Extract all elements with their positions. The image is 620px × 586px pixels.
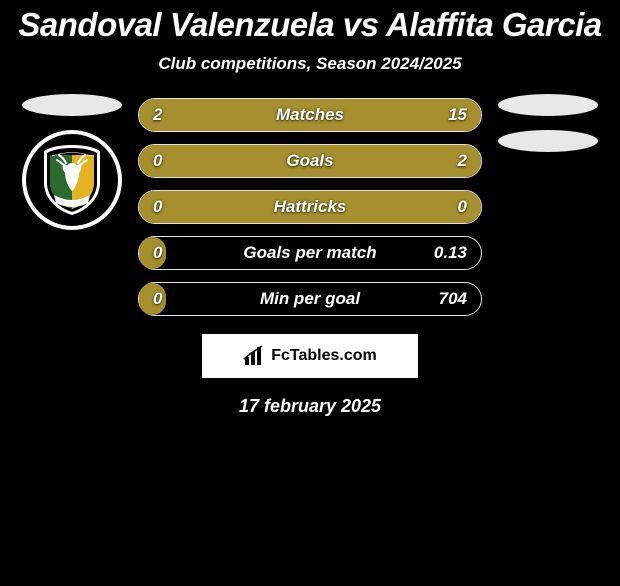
shield-icon [40,143,104,217]
stat-left-value: 0 [153,151,162,171]
stat-min-per-goal: 0 Min per goal 704 [138,282,482,316]
stat-label: Goals [286,151,333,171]
stat-left-value: 0 [153,197,162,217]
stat-right-value: 704 [439,289,467,309]
stat-label: Min per goal [260,289,360,309]
stat-left-value: 0 [153,289,162,309]
right-club-badge-placeholder [498,130,598,152]
stat-label: Matches [276,105,344,125]
stat-right-value: 0.13 [434,243,467,263]
comparison-card: Sandoval Valenzuela vs Alaffita Garcia C… [0,6,620,417]
stat-right-value: 2 [458,151,467,171]
right-player-avatar-placeholder [498,94,598,116]
date-label: 17 february 2025 [10,396,610,417]
right-player-col [494,94,602,152]
stat-right-value: 15 [448,105,467,125]
left-club-badge [22,130,122,230]
stat-left-value: 2 [153,105,162,125]
stat-right-value: 0 [458,197,467,217]
bar-chart-icon [243,345,265,367]
brand-box[interactable]: FcTables.com [202,334,418,378]
subtitle: Club competitions, Season 2024/2025 [10,54,610,74]
stat-label: Hattricks [274,197,347,217]
stat-goals: 0 Goals 2 [138,144,482,178]
left-player-avatar-placeholder [22,94,122,116]
stat-left-value: 0 [153,243,162,263]
stats-list: 2 Matches 15 0 Goals 2 0 Hattricks 0 0 Goals per m… [138,98,482,316]
page-title: Sandoval Valenzuela vs Alaffita Garcia [10,6,610,44]
stat-label: Goals per match [243,243,376,263]
stat-goals-per-match: 0 Goals per match 0.13 [138,236,482,270]
stat-hattricks: 0 Hattricks 0 [138,190,482,224]
left-player-col [18,94,126,230]
brand-label: FcTables.com [271,347,377,365]
main-row: 2 Matches 15 0 Goals 2 0 Hattricks 0 0 Goals per m… [10,94,610,316]
stat-matches: 2 Matches 15 [138,98,482,132]
